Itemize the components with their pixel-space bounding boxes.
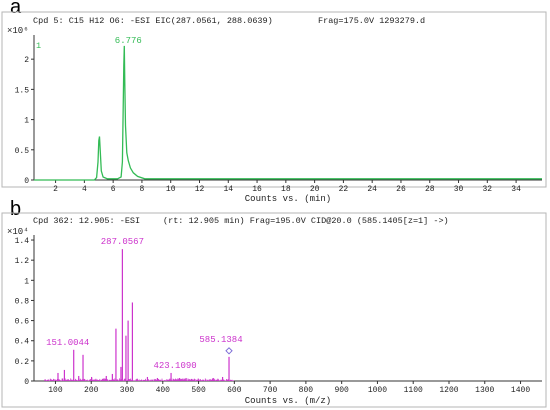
x-tick-label: 18 xyxy=(281,185,291,194)
x-tick-label: 600 xyxy=(227,386,242,395)
panel-b-letter: b xyxy=(10,198,22,220)
panel-b-x-axis-label: Counts vs. (m/z) xyxy=(245,396,331,406)
x-tick-label: 1200 xyxy=(439,386,458,395)
x-tick-label: 26 xyxy=(396,185,406,194)
panel-a-x-axis-label: Counts vs. (min) xyxy=(245,194,331,204)
x-tick-label: 22 xyxy=(339,185,349,194)
x-tick-label: 14 xyxy=(223,185,233,194)
x-tick-label: 900 xyxy=(334,386,349,395)
panel-a-frame xyxy=(1,11,547,188)
y-tick-label: 0 xyxy=(24,177,29,186)
x-tick-label: 200 xyxy=(84,386,99,395)
panel-b-ticks: 100 200 300 400 500 600 700 800 900 1000 1100 1200 1… xyxy=(15,237,531,395)
x-tick-label: 100 xyxy=(48,386,63,395)
y-tick-label: 2 xyxy=(24,56,29,65)
x-tick-label: 700 xyxy=(263,386,278,395)
x-tick-label: 4 xyxy=(82,185,87,194)
panel-b: ×10⁴ Cpd 362: 12.905: -ESI (rt: 12.905 m… xyxy=(1,212,547,408)
panel-b-annotations: 151.0044 287.0567 423.1090 585.1384 xyxy=(46,237,243,371)
x-tick-label: 1000 xyxy=(368,386,387,395)
y-tick-label: 0.2 xyxy=(15,358,30,367)
x-tick-label: 1300 xyxy=(475,386,494,395)
panel-a-annotations: 6.776 xyxy=(115,36,142,46)
peak-mz-label: 151.0044 xyxy=(46,338,89,348)
panel-a-trace-index: 1 xyxy=(36,41,41,51)
panel-b-noise-peaks xyxy=(44,378,235,381)
peak-mz-label: 423.1090 xyxy=(153,361,196,371)
panel-a-eic-trace xyxy=(34,45,542,181)
x-tick-label: 300 xyxy=(120,386,135,395)
y-tick-label: 1.2 xyxy=(15,257,30,266)
x-tick-label: 28 xyxy=(425,185,435,194)
x-tick-label: 16 xyxy=(252,185,262,194)
panel-b-header-right: (rt: 12.905 min) Frag=195.0V CID@20.0 (5… xyxy=(163,216,449,226)
y-tick-label: 1 xyxy=(24,117,29,126)
panel-b-peaks xyxy=(57,249,230,381)
y-tick-label: 0 xyxy=(24,378,29,387)
panel-a-header-left: Cpd 5: C15 H12 O6: -ESI EIC(287.0561, 28… xyxy=(33,16,273,26)
x-tick-label: 10 xyxy=(166,185,176,194)
x-tick-label: 1400 xyxy=(511,386,530,395)
x-tick-label: 12 xyxy=(195,185,205,194)
panel-a-header-right: Frag=175.0V 1293279.d xyxy=(318,16,425,26)
y-tick-label: 0.4 xyxy=(15,338,30,347)
panel-a: ×10⁶ Cpd 5: C15 H12 O6: -ESI EIC(287.056… xyxy=(1,11,547,204)
x-tick-label: 8 xyxy=(140,185,145,194)
x-tick-label: 20 xyxy=(310,185,320,194)
y-tick-label: 1.4 xyxy=(15,237,30,246)
x-tick-label: 24 xyxy=(367,185,377,194)
y-tick-label: 1 xyxy=(24,277,29,286)
x-tick-label: 30 xyxy=(454,185,464,194)
panel-b-header-left: Cpd 362: 12.905: -ESI xyxy=(33,216,140,226)
x-tick-label: 1100 xyxy=(404,386,423,395)
x-tick-label: 400 xyxy=(156,386,171,395)
x-tick-label: 34 xyxy=(511,185,521,194)
panel-a-letter: a xyxy=(10,0,22,18)
x-tick-label: 800 xyxy=(299,386,314,395)
panel-a-exponent: ×10⁶ xyxy=(7,26,29,36)
y-tick-label: 0.8 xyxy=(15,297,30,306)
precursor-diamond-icon xyxy=(225,347,233,355)
x-tick-label: 2 xyxy=(53,185,58,194)
peak-mz-label: 585.1384 xyxy=(199,335,242,345)
x-tick-label: 32 xyxy=(483,185,493,194)
panel-b-frame xyxy=(1,212,547,408)
x-tick-label: 500 xyxy=(191,386,206,395)
y-tick-label: 0.6 xyxy=(15,318,30,327)
peak-mz-label: 287.0567 xyxy=(101,237,144,247)
peak-label: 6.776 xyxy=(115,36,142,46)
panel-b-exponent: ×10⁴ xyxy=(7,226,29,237)
y-tick-label: 0.5 xyxy=(15,147,30,156)
x-tick-label: 6 xyxy=(111,185,116,194)
y-tick-label: 1.5 xyxy=(15,86,30,95)
